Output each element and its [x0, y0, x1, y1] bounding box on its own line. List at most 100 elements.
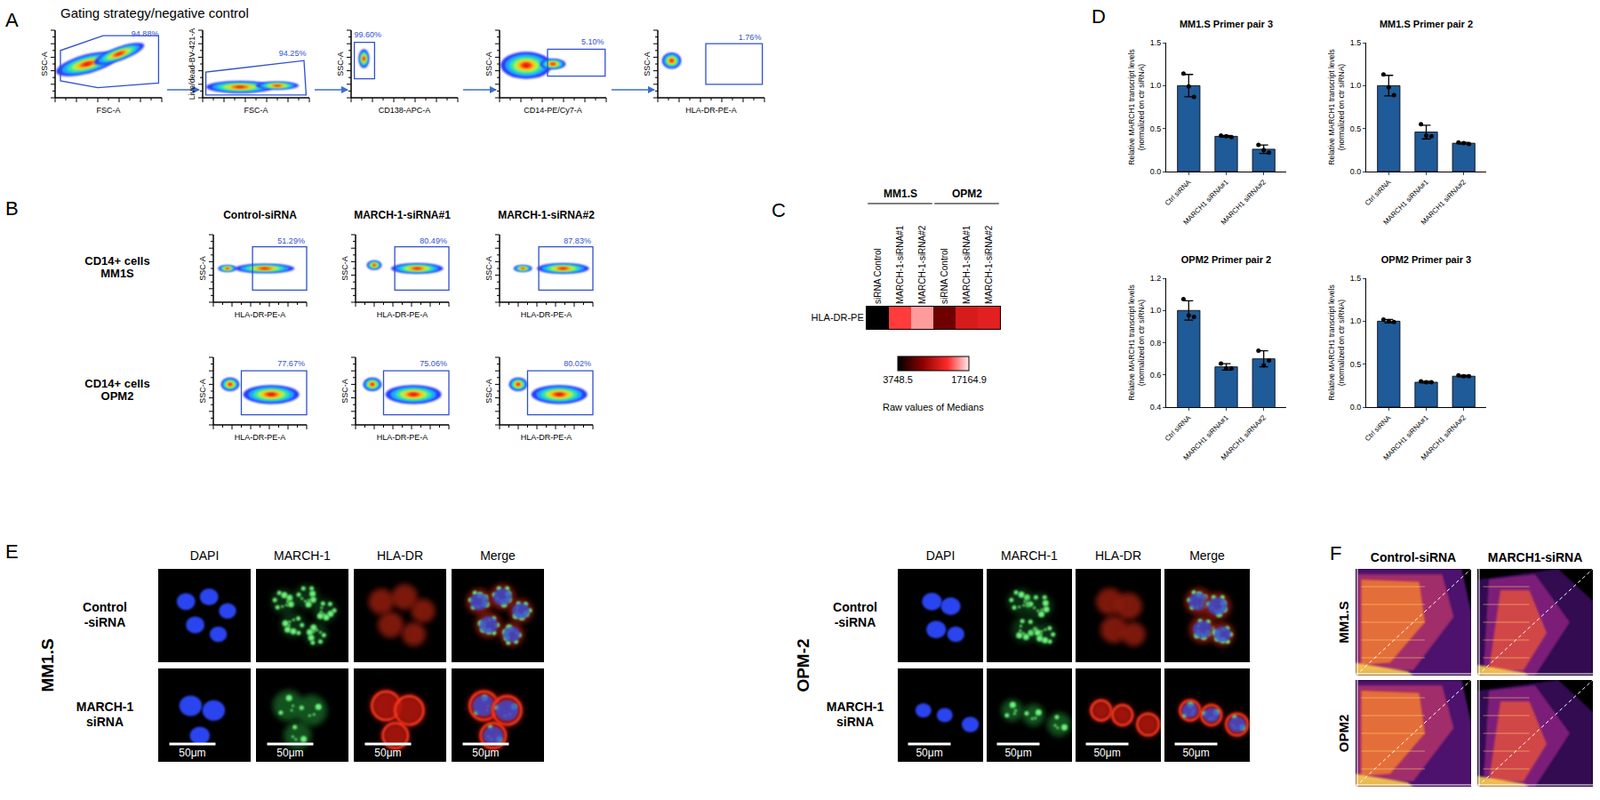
svg-text:SSC-A: SSC-A — [198, 378, 208, 404]
svg-text:SSC-A: SSC-A — [340, 256, 350, 281]
svg-text:MARCH1-siRNA: MARCH1-siRNA — [1488, 550, 1584, 565]
svg-text:CD14+ cellsMM1S: CD14+ cellsMM1S — [84, 254, 150, 281]
svg-text:0.4: 0.4 — [1150, 402, 1162, 412]
svg-text:87.83%: 87.83% — [563, 236, 592, 246]
svg-text:5.10%: 5.10% — [581, 37, 605, 47]
svg-text:Control-siRNA: Control-siRNA — [1370, 550, 1456, 565]
svg-text:17164.9: 17164.9 — [951, 374, 987, 385]
svg-text:MARCH1 siRNA#2: MARCH1 siRNA#2 — [1219, 413, 1269, 463]
svg-text:50μm: 50μm — [915, 746, 943, 760]
svg-text:FSC-A: FSC-A — [96, 105, 121, 115]
svg-text:MARCH-1-siRNA#1: MARCH-1-siRNA#1 — [961, 224, 972, 304]
svg-text:MM1.S: MM1.S — [883, 187, 918, 200]
svg-text:50μm: 50μm — [1004, 746, 1032, 760]
svg-text:HLA-DR-PE: HLA-DR-PE — [811, 312, 864, 323]
svg-text:50μm: 50μm — [276, 746, 304, 760]
svg-text:HLA-DR-PE-A: HLA-DR-PE-A — [376, 432, 429, 442]
svg-text:Ctrl siRNA: Ctrl siRNA — [1163, 177, 1193, 208]
svg-text:SSC-A: SSC-A — [642, 51, 652, 77]
svg-text:75.06%: 75.06% — [419, 359, 448, 368]
svg-text:SSC-A: SSC-A — [198, 256, 208, 281]
svg-text:CD14-PE/Cy7-A: CD14-PE/Cy7-A — [523, 105, 583, 115]
svg-text:OPM-2: OPM-2 — [793, 638, 813, 692]
svg-text:SSC-A: SSC-A — [340, 378, 350, 404]
svg-text:MM1.S Primer pair 2: MM1.S Primer pair 2 — [1379, 18, 1473, 30]
svg-text:77.67%: 77.67% — [277, 359, 305, 368]
svg-text:Relative MARCH1 transcript lev: Relative MARCH1 transcript levels(normal… — [1127, 48, 1146, 165]
svg-text:HLA-DR-PE-A: HLA-DR-PE-A — [520, 432, 573, 442]
svg-text:1.0: 1.0 — [1150, 80, 1162, 90]
svg-text:OPM2: OPM2 — [952, 187, 983, 200]
svg-text:3748.5: 3748.5 — [882, 374, 913, 385]
svg-text:0.0: 0.0 — [1350, 402, 1362, 412]
svg-text:SSC-A: SSC-A — [484, 256, 494, 281]
svg-text:50μm: 50μm — [374, 746, 401, 760]
svg-text:MARCH1 siRNA#1: MARCH1 siRNA#1 — [1182, 413, 1232, 463]
svg-text:0.5: 0.5 — [1350, 360, 1362, 369]
svg-text:MM1.S Primer pair 3: MM1.S Primer pair 3 — [1179, 18, 1273, 30]
svg-text:SSC-A: SSC-A — [40, 51, 49, 77]
svg-text:SSC-A: SSC-A — [336, 51, 345, 77]
svg-text:MARCH-1: MARCH-1 — [273, 548, 331, 563]
svg-text:Raw values of Medians: Raw values of Medians — [882, 401, 984, 413]
svg-text:MARCH1 siRNA#2: MARCH1 siRNA#2 — [1219, 177, 1269, 227]
svg-text:MARCH-1-siRNA#1: MARCH-1-siRNA#1 — [353, 208, 451, 222]
svg-text:CD138-APC-A: CD138-APC-A — [378, 105, 432, 115]
svg-text:HLA-DR: HLA-DR — [376, 548, 424, 563]
svg-text:HLA-DR: HLA-DR — [1095, 548, 1142, 563]
svg-text:MARCH-1-siRNA#2: MARCH-1-siRNA#2 — [497, 208, 595, 222]
svg-text:MARCH1 siRNA#2: MARCH1 siRNA#2 — [1419, 413, 1469, 463]
svg-text:50μm: 50μm — [472, 746, 499, 760]
svg-text:0.5: 0.5 — [1150, 124, 1162, 134]
svg-text:D: D — [1091, 5, 1106, 28]
svg-text:1.5: 1.5 — [1350, 38, 1362, 48]
svg-text:DAPI: DAPI — [190, 548, 220, 563]
svg-text:MARCH1 siRNA#1: MARCH1 siRNA#1 — [1382, 413, 1432, 463]
svg-text:Merge: Merge — [480, 548, 516, 563]
svg-text:MARCH-1: MARCH-1 — [1000, 548, 1058, 563]
svg-text:1.0: 1.0 — [1350, 80, 1362, 90]
svg-text:MM1.S: MM1.S — [1336, 600, 1352, 644]
svg-text:0.5: 0.5 — [1350, 124, 1362, 134]
svg-text:OPM2 Primer pair 2: OPM2 Primer pair 2 — [1181, 254, 1272, 265]
svg-text:MARCH1 siRNA#1: MARCH1 siRNA#1 — [1182, 177, 1232, 227]
svg-text:C: C — [771, 199, 786, 222]
svg-text:SSC-A: SSC-A — [484, 378, 494, 404]
svg-text:MM1.S: MM1.S — [38, 638, 57, 692]
svg-text:HLA-DR-PE-A: HLA-DR-PE-A — [376, 310, 429, 320]
svg-text:0.0: 0.0 — [1350, 167, 1362, 176]
svg-text:Live/dead-BV-421-A: Live/dead-BV-421-A — [187, 28, 197, 101]
svg-text:FSC-A: FSC-A — [244, 105, 269, 115]
svg-text:0.8: 0.8 — [1150, 338, 1162, 348]
svg-text:0.6: 0.6 — [1150, 370, 1162, 380]
svg-text:Ctrl siRNA: Ctrl siRNA — [1163, 413, 1193, 443]
svg-text:1.5: 1.5 — [1150, 38, 1162, 48]
svg-text:50μm: 50μm — [1182, 746, 1209, 760]
svg-text:1.5: 1.5 — [1350, 273, 1362, 283]
svg-text:50μm: 50μm — [178, 746, 206, 760]
svg-text:1.0: 1.0 — [1350, 316, 1362, 326]
svg-text:1.0: 1.0 — [1150, 305, 1162, 315]
svg-text:HLA-DR-PE-A: HLA-DR-PE-A — [234, 310, 287, 320]
svg-text:51.29%: 51.29% — [277, 236, 305, 246]
svg-text:SSC-A: SSC-A — [484, 51, 494, 77]
svg-text:Relative MARCH1 transcript lev: Relative MARCH1 transcript levels(normal… — [1327, 284, 1346, 400]
svg-text:80.02%: 80.02% — [563, 359, 592, 368]
svg-text:MARCH-1-siRNA#2: MARCH-1-siRNA#2 — [984, 224, 994, 304]
svg-text:OPM2: OPM2 — [1336, 714, 1352, 753]
svg-text:MARCH-1-siRNA#1: MARCH-1-siRNA#1 — [895, 224, 905, 304]
svg-text:1.2: 1.2 — [1150, 273, 1162, 283]
svg-text:DAPI: DAPI — [926, 548, 956, 563]
svg-text:Merge: Merge — [1189, 548, 1225, 563]
svg-text:Control-siRNA: Control-siRNA — [223, 208, 297, 222]
svg-text:99.60%: 99.60% — [354, 30, 383, 40]
svg-text:A: A — [5, 8, 19, 32]
svg-text:E: E — [5, 540, 19, 563]
svg-text:94.25%: 94.25% — [279, 48, 307, 58]
svg-text:80.49%: 80.49% — [419, 236, 448, 246]
svg-text:MARCH-1siRNA: MARCH-1siRNA — [826, 699, 885, 728]
svg-text:B: B — [5, 197, 19, 220]
svg-text:HLA-DR-PE-A: HLA-DR-PE-A — [685, 105, 737, 115]
svg-text:0.0: 0.0 — [1150, 167, 1162, 176]
svg-text:MARCH1 siRNA#1: MARCH1 siRNA#1 — [1382, 177, 1432, 227]
